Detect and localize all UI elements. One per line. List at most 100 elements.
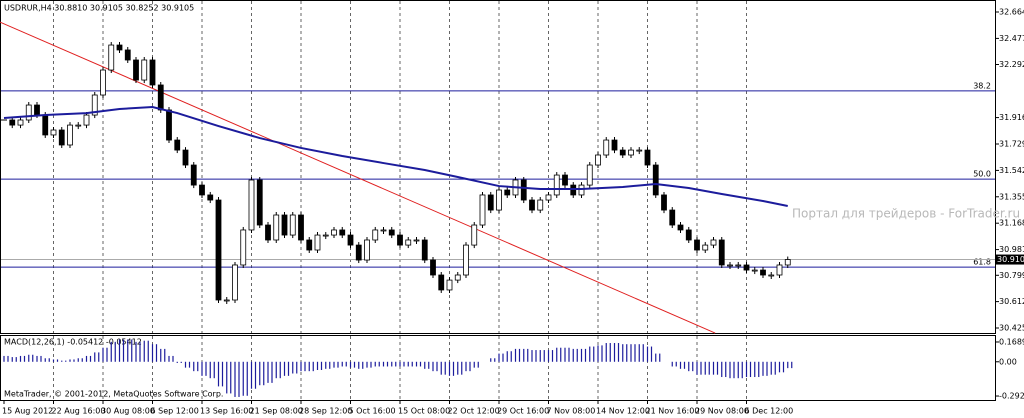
candle bbox=[199, 184, 205, 196]
candle bbox=[364, 239, 370, 261]
chart-title: USDRUR,H4 30.8810 30.9105 30.8252 30.910… bbox=[4, 4, 194, 13]
candle bbox=[619, 149, 626, 156]
x-tick-label: 6 Sep 12:00 bbox=[151, 407, 199, 416]
candle bbox=[166, 109, 172, 141]
candle bbox=[339, 229, 346, 236]
x-tick-label: 13 Sep 16:00 bbox=[200, 407, 253, 416]
y-tick-label: 31.9160 bbox=[999, 113, 1024, 122]
candle bbox=[454, 274, 461, 281]
candle bbox=[463, 244, 469, 276]
candle bbox=[776, 264, 783, 276]
x-tick-label: 21 Nov 16:00 bbox=[646, 407, 700, 416]
candle bbox=[306, 239, 313, 251]
x-tick-label: 6 Dec 12:00 bbox=[745, 407, 794, 416]
candle bbox=[702, 244, 709, 251]
macd-title: MACD(12,26,1) -0.05412 -0.05412 bbox=[4, 338, 142, 347]
macd-panel bbox=[0, 335, 996, 401]
fib-label: 50.0 bbox=[973, 170, 991, 179]
watermark: Портал для трейдеров - ForTrader.ru bbox=[792, 207, 1020, 221]
candle bbox=[586, 164, 593, 186]
candle bbox=[496, 189, 502, 211]
candle bbox=[108, 44, 115, 71]
x-tick-label: 22 Oct 12:00 bbox=[448, 407, 500, 416]
y-tick-label: 32.2920 bbox=[999, 60, 1024, 69]
candle bbox=[174, 139, 181, 151]
candle bbox=[388, 229, 395, 236]
last-price-box bbox=[995, 254, 1024, 265]
candle bbox=[223, 299, 230, 302]
candle bbox=[133, 59, 139, 81]
x-tick-label: 29 Oct 16:00 bbox=[497, 407, 549, 416]
candle bbox=[636, 149, 643, 152]
candle bbox=[149, 59, 156, 86]
candle bbox=[405, 239, 412, 246]
candle bbox=[685, 229, 692, 241]
fib-label: 61.8 bbox=[973, 258, 991, 267]
candle bbox=[562, 174, 568, 186]
candle bbox=[322, 234, 329, 237]
y-tick-label: 30.6125 bbox=[999, 297, 1024, 306]
candle bbox=[240, 229, 247, 266]
candle bbox=[504, 189, 511, 196]
candle bbox=[727, 264, 733, 267]
candle bbox=[190, 164, 197, 186]
macd-tick-label: 0.16891 bbox=[999, 337, 1024, 346]
y-tick-label: 30.7990 bbox=[999, 271, 1024, 280]
candle bbox=[446, 279, 453, 291]
x-tick-label: 28 Sep 12:00 bbox=[299, 407, 352, 416]
x-tick-label: 14 Nov 12:00 bbox=[596, 407, 650, 416]
candle bbox=[397, 234, 403, 246]
candle bbox=[694, 239, 700, 251]
candle bbox=[207, 194, 214, 201]
candle bbox=[661, 194, 667, 211]
candle bbox=[487, 194, 494, 211]
candle bbox=[355, 244, 362, 261]
main-panel bbox=[0, 0, 996, 334]
y-tick-label: 32.4770 bbox=[999, 34, 1024, 43]
trendline bbox=[0, 21, 716, 334]
y-tick-label: 30.9810 bbox=[999, 245, 1024, 254]
x-tick-label: 15 Aug 2012 bbox=[2, 407, 53, 416]
candle bbox=[471, 224, 478, 246]
candle bbox=[298, 214, 304, 241]
candle bbox=[182, 149, 189, 166]
candle bbox=[768, 274, 775, 277]
candle bbox=[347, 234, 354, 246]
candle bbox=[58, 129, 65, 146]
candle bbox=[743, 264, 750, 271]
candle bbox=[677, 224, 684, 231]
candle bbox=[91, 94, 98, 116]
candle bbox=[760, 269, 766, 276]
fib-label: 38.2 bbox=[973, 81, 991, 90]
x-tick-label: 22 Aug 16:00 bbox=[52, 407, 106, 416]
candle bbox=[232, 264, 238, 301]
candle bbox=[529, 199, 535, 211]
candle bbox=[42, 114, 49, 136]
candle bbox=[628, 149, 634, 156]
x-tick-label: 15 Oct 08:00 bbox=[398, 407, 450, 416]
x-tick-label: 7 Nov 08:00 bbox=[547, 407, 596, 416]
candle bbox=[116, 44, 123, 51]
candle bbox=[718, 239, 725, 266]
candle bbox=[595, 154, 601, 166]
y-tick-label: 31.5420 bbox=[999, 166, 1024, 175]
candle bbox=[25, 104, 32, 121]
macd-tick-label: 0.00 bbox=[999, 357, 1017, 366]
candle bbox=[413, 239, 420, 242]
y-tick-label: 30.4255 bbox=[999, 324, 1024, 333]
candle bbox=[545, 194, 552, 201]
candle bbox=[141, 59, 148, 81]
y-tick-label: 31.3550 bbox=[999, 192, 1024, 201]
candle bbox=[256, 179, 263, 226]
moving-average bbox=[3, 106, 788, 207]
candle bbox=[100, 69, 106, 96]
candle bbox=[537, 199, 544, 211]
candle bbox=[215, 199, 222, 301]
candle bbox=[710, 239, 717, 246]
candle bbox=[75, 124, 82, 127]
x-tick-label: 5 Oct 16:00 bbox=[349, 407, 396, 416]
candle bbox=[479, 194, 486, 226]
x-tick-label: 29 Nov 08:00 bbox=[695, 407, 749, 416]
y-tick-label: 31.7290 bbox=[999, 139, 1024, 148]
